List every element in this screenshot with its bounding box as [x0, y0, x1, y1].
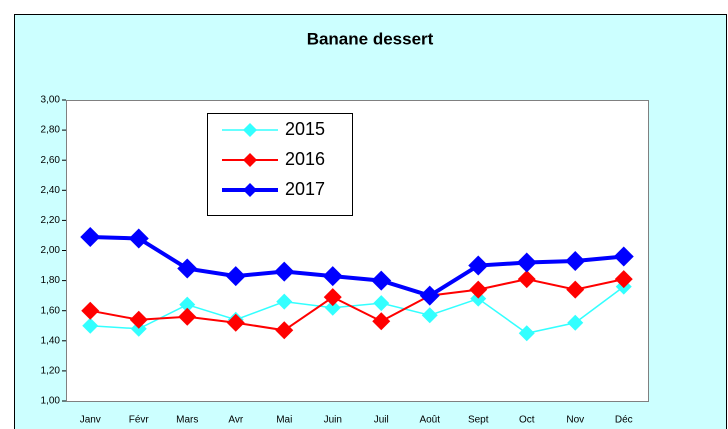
point — [373, 295, 390, 312]
point — [421, 307, 438, 324]
point — [179, 296, 196, 313]
point — [226, 313, 245, 332]
y-tick-label: 2,00 — [41, 245, 61, 256]
x-tick-label: Mars — [176, 415, 198, 426]
y-tick-label: 2,80 — [41, 125, 61, 136]
y-tick-label: 2,60 — [41, 155, 61, 166]
y-tick-label: 1,40 — [41, 335, 61, 346]
point — [177, 258, 198, 279]
x-tick-label: Août — [419, 415, 440, 426]
point — [323, 288, 342, 307]
x-tick-label: Févr — [129, 415, 150, 426]
y-tick-label: 3,00 — [41, 95, 61, 106]
x-tick-label: Nov — [566, 415, 584, 426]
point — [276, 293, 293, 310]
point — [322, 266, 343, 287]
point — [225, 266, 246, 287]
x-tick-label: Mai — [276, 415, 292, 426]
legend-label: 2015 — [285, 119, 325, 139]
y-tick-label: 1,20 — [41, 366, 61, 377]
point — [468, 255, 489, 276]
point — [81, 301, 100, 320]
point — [613, 246, 634, 267]
x-tick-label: Oct — [519, 415, 535, 426]
x-tick-label: Déc — [615, 415, 633, 426]
point — [419, 285, 440, 306]
y-tick-label: 1,60 — [41, 305, 61, 316]
point — [128, 228, 149, 249]
point — [518, 325, 535, 342]
point — [517, 270, 536, 289]
point — [565, 251, 586, 272]
point — [275, 321, 294, 340]
legend-label: 2016 — [285, 149, 325, 169]
y-tick-label: 2,40 — [41, 185, 61, 196]
legend-marker — [243, 153, 257, 167]
legend-label: 2017 — [285, 179, 325, 199]
point — [566, 280, 585, 299]
legend — [207, 113, 353, 216]
point — [470, 290, 487, 307]
point — [129, 310, 148, 329]
point — [372, 312, 391, 331]
point — [614, 270, 633, 289]
point — [80, 226, 101, 247]
plot-area — [66, 100, 649, 402]
point — [130, 320, 147, 337]
x-tick-label: Janv — [80, 415, 101, 426]
y-tick-label: 2,20 — [41, 215, 61, 226]
x-tick-label: Sept — [468, 415, 489, 426]
x-tick-label: Juil — [374, 415, 389, 426]
point — [371, 270, 392, 291]
y-tick-label: 1,80 — [41, 275, 61, 286]
x-tick-label: Avr — [228, 415, 243, 426]
legend-marker — [243, 183, 257, 197]
point — [516, 252, 537, 273]
point — [469, 280, 488, 299]
point — [178, 307, 197, 326]
point — [274, 261, 295, 282]
legend-marker — [243, 123, 257, 137]
point — [82, 317, 99, 334]
series-line — [90, 286, 625, 335]
point — [324, 299, 341, 316]
x-tick-label: Juin — [324, 415, 342, 426]
y-tick-label: 1,00 — [41, 396, 61, 407]
chart-title: Banane dessert — [307, 29, 434, 48]
point — [567, 314, 584, 331]
